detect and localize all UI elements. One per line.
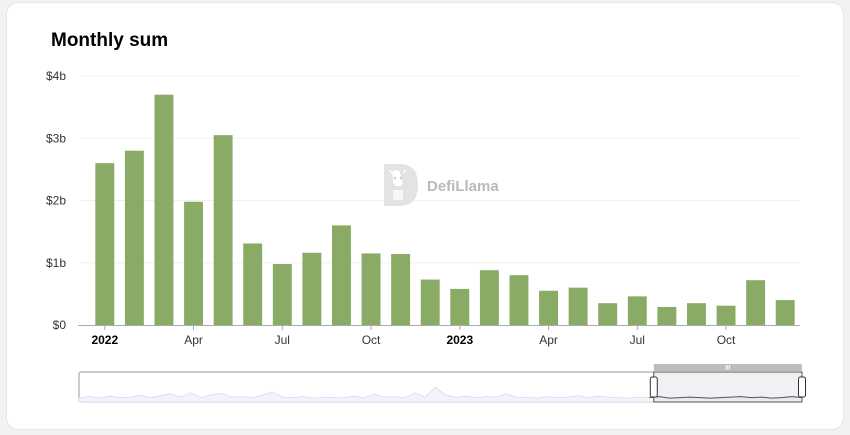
- bar-2023-09[interactable]: [686, 303, 706, 325]
- bar-2023-04[interactable]: [539, 290, 559, 325]
- bar-2022-12[interactable]: [420, 279, 440, 325]
- bar-2022-03[interactable]: [154, 94, 174, 325]
- bar-2022-04[interactable]: [184, 201, 204, 325]
- x-tick-label: Apr: [539, 333, 558, 347]
- watermark: DefiLlama: [384, 164, 499, 206]
- slider-handle-left[interactable]: [649, 376, 658, 398]
- x-tick-label: Oct: [717, 333, 736, 347]
- chart-card: Monthly sum: [6, 2, 844, 430]
- defillama-logo-icon: [384, 164, 418, 206]
- y-axis-ticks: $0 $1b $2b $3b $4b: [46, 69, 66, 332]
- bar-2022-09[interactable]: [331, 225, 351, 325]
- x-tick-label: Oct: [362, 333, 381, 347]
- bar-2023-01[interactable]: [450, 288, 470, 325]
- bar-2023-05[interactable]: [568, 287, 588, 325]
- bar-2023-10[interactable]: [716, 305, 736, 325]
- chart-title: Monthly sum: [51, 30, 169, 51]
- slider-selected-line: [649, 396, 803, 399]
- y-tick-label: $2b: [46, 194, 66, 208]
- x-tick-label: Apr: [184, 333, 203, 347]
- bars: [95, 94, 795, 325]
- bar-2023-12[interactable]: [775, 300, 795, 325]
- bar-2022-10[interactable]: [361, 253, 381, 325]
- x-axis-ticks: 2022 Apr Jul Oct 2023 Apr Jul Oct: [91, 325, 736, 347]
- bar-2022-11[interactable]: [391, 254, 411, 325]
- bar-2023-07[interactable]: [627, 296, 647, 325]
- bar-2022-01[interactable]: [95, 163, 115, 325]
- bar-2023-08[interactable]: [657, 306, 677, 325]
- zoom-slider[interactable]: III: [78, 364, 806, 403]
- y-tick-label: $0: [53, 318, 67, 332]
- x-tick-label: Jul: [275, 333, 290, 347]
- x-tick-label: Jul: [630, 333, 645, 347]
- x-tick-label: 2023: [446, 333, 473, 347]
- slider-drag-grip-icon[interactable]: III: [725, 366, 730, 372]
- bar-2022-07[interactable]: [272, 263, 292, 325]
- bar-2022-06[interactable]: [243, 243, 263, 325]
- slider-handle-right[interactable]: [798, 376, 806, 398]
- bar-2022-05[interactable]: [213, 135, 233, 325]
- bar-2022-08[interactable]: [302, 252, 322, 325]
- watermark-text: DefiLlama: [427, 178, 499, 195]
- slider-drag-bar[interactable]: [653, 364, 802, 371]
- bar-2022-02[interactable]: [124, 150, 144, 325]
- y-tick-label: $1b: [46, 256, 66, 270]
- x-tick-label: 2022: [91, 333, 118, 347]
- y-tick-label: $3b: [46, 131, 66, 145]
- bar-2023-02[interactable]: [479, 270, 499, 325]
- y-tick-label: $4b: [46, 69, 66, 83]
- bar-2023-11[interactable]: [746, 280, 766, 325]
- bar-2023-03[interactable]: [509, 275, 529, 325]
- bar-2023-06[interactable]: [598, 303, 618, 325]
